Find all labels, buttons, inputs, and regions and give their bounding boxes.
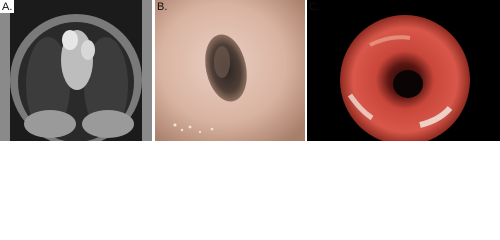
- panel-label: C.: [309, 1, 320, 13]
- panel-label: B.: [157, 1, 167, 13]
- page: A. B. C. (() => { const data = JSON.pars…: [0, 0, 500, 141]
- panel-a-image: [0, 0, 152, 141]
- panel-b-image: [155, 0, 305, 141]
- figure: A. B. C.: [0, 0, 500, 141]
- panel-c-image: [307, 0, 500, 141]
- panel-label: A.: [2, 1, 12, 13]
- label-bg: [0, 0, 14, 13]
